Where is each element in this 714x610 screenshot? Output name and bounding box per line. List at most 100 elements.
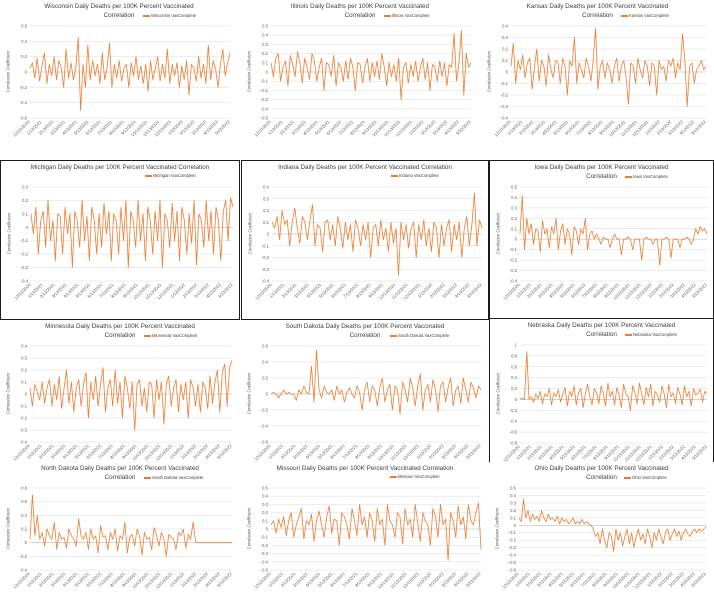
y-tick-label: 0.1: [502, 58, 508, 63]
y-tick-label: 0.3: [22, 185, 28, 190]
series-line: [270, 502, 482, 561]
chart-panel: North Dakota Daily Deaths per 100K Perce…: [0, 462, 240, 610]
chart-title-line: Nebraska Daily Deaths per 100K Percent V…: [527, 322, 676, 329]
y-tick-label: 0.4: [21, 39, 27, 44]
chart-title-line: Correlation: [103, 12, 135, 19]
chart-title: Michigan Daily Deaths per 100K Percent V…: [1, 163, 239, 172]
y-tick-label: 0.1: [510, 515, 516, 520]
plot-svg: 0.40.30.20.10-0.1-0.2-0.3-0.412/13/20201…: [254, 185, 483, 301]
y-tick-label: 0.2: [21, 527, 27, 532]
chart-panel: Ohio Daily Deaths per 100K Percent Vacci…: [489, 462, 714, 610]
y-tick-label: -0.1: [509, 530, 517, 535]
legend-label: Minnesota VaxComplete: [152, 333, 198, 338]
y-tick-label: -0.4: [20, 568, 28, 573]
y-tick-label: -0.3: [510, 268, 518, 273]
y-tick-label: -0.4: [510, 279, 518, 284]
series-line: [270, 349, 482, 415]
chart-title-line: Missouri Daily Deaths per 100K Percent V…: [276, 465, 454, 472]
legend-swatch: [621, 15, 628, 17]
y-tick-label: -0.4: [501, 116, 509, 121]
legend-swatch: [144, 335, 151, 337]
series-line: [29, 494, 232, 557]
y-tick-label: 0.3: [510, 500, 516, 505]
chart-panel: Kansas Daily Deaths per 100K Percent Vac…: [481, 0, 714, 158]
y-tick-label: -0.1: [261, 535, 269, 540]
y-tick-label: -0.5: [261, 116, 269, 121]
series-line: [519, 351, 708, 411]
y-tick-label: 0.2: [21, 54, 27, 59]
chart-title: Iowa Daily Deaths per 100K Percent Vacci…: [490, 163, 713, 181]
chart-title-line: Indiana Daily Deaths per 100K Percent Va…: [278, 164, 452, 171]
y-tick-label: 0.8: [511, 353, 517, 358]
legend-label: Wisconsin VaxComplete: [151, 13, 197, 18]
y-tick-label: 0.2: [510, 508, 516, 513]
chart-title-line: Correlation: [586, 474, 617, 481]
legend-label: Kansas VaxComplete: [629, 13, 669, 18]
y-tick-label: 0.6: [262, 344, 268, 349]
y-tick-label: 0: [267, 232, 270, 237]
plot-svg: 0.60.40.20-0.2-0.4-0.612/13/20201/13/202…: [253, 344, 482, 462]
legend-swatch: [384, 15, 391, 17]
y-tick-label: -0.6: [20, 116, 28, 121]
series-line: [271, 192, 483, 276]
chart-title: Missouri Daily Deaths per 100K Percent V…: [241, 464, 489, 473]
series-line: [29, 37, 231, 111]
y-tick-label: 0.2: [22, 198, 28, 203]
chart-title: Indiana Daily Deaths per 100K Percent Va…: [242, 163, 488, 172]
y-tick-label: 0.3: [21, 356, 27, 361]
y-tick-label: 0: [26, 225, 29, 230]
chart-title: South Dakota Daily Deaths per 100K Perce…: [241, 322, 489, 340]
y-tick-label: -0.5: [261, 568, 269, 573]
y-tick-label: 0: [266, 70, 269, 75]
y-tick-label: 0.4: [263, 185, 269, 190]
plot-svg: 0.80.60.40.20-0.2-0.412/13/20201/13/2021…: [12, 486, 233, 590]
y-tick-label: -0.1: [501, 81, 509, 86]
y-tick-label: 0.4: [502, 24, 508, 29]
plot-svg: 0.50.40.30.20.10-0.1-0.2-0.3-0.4-0.512/1…: [253, 486, 482, 590]
legend: South Dakota VaxComplete: [144, 475, 203, 480]
legend: Minnesota VaxComplete: [144, 333, 197, 338]
legend: Michigan VaxComplete: [145, 173, 196, 178]
series-line: [29, 360, 233, 431]
series-line: [270, 30, 472, 100]
y-tick-label: 0.8: [21, 486, 27, 491]
y-tick-label: 0.4: [262, 494, 268, 499]
legend: Nebraska VaxComplete: [625, 332, 677, 337]
plot-svg: 10.80.60.40.20-0.2-0.4-0.6-0.812/13/2020…: [502, 343, 708, 463]
y-tick-label: 0.2: [262, 376, 268, 381]
y-tick-label: -0.2: [509, 538, 517, 543]
y-tick-label: 1: [515, 343, 518, 348]
y-tick-label: -0.5: [509, 560, 517, 565]
y-tick-label: 0.1: [263, 220, 269, 225]
y-tick-label: -0.2: [20, 416, 28, 421]
plot-svg: 0.40.30.20.10-0.1-0.2-0.3-0.412/13/20201…: [12, 344, 233, 462]
y-tick-label: 0.4: [21, 344, 27, 349]
plot-svg: 0.50.40.30.20.10-0.1-0.2-0.3-0.4-0.512/1…: [253, 24, 472, 138]
y-tick-label: 0.4: [511, 375, 517, 380]
chart-title-line: Kansas Daily Deaths per 100K Percent Vac…: [526, 3, 669, 10]
legend: Ohio VaxComplete: [624, 475, 667, 480]
y-tick-label: 0.2: [511, 386, 517, 391]
legend: South Dakota VaxComplete: [390, 333, 449, 338]
chart-panel: Indiana Daily Deaths per 100K Percent Va…: [241, 160, 489, 320]
plot-svg: 0.40.30.20.10-0.1-0.2-0.3-0.412/13/20201…: [493, 24, 707, 138]
y-tick-label: -0.4: [509, 553, 517, 558]
chart-panel: Michigan Daily Deaths per 100K Percent V…: [0, 160, 240, 320]
legend-swatch: [390, 335, 397, 337]
chart-title: Ohio Daily Deaths per 100K Percent Vacci…: [489, 464, 714, 482]
y-tick-label: -0.4: [262, 279, 270, 284]
y-tick-label: -0.3: [261, 551, 269, 556]
legend-swatch: [144, 477, 151, 479]
y-tick-label: -0.2: [510, 408, 518, 413]
chart-title-line: Michigan Daily Deaths per 100K Percent V…: [30, 164, 210, 171]
y-tick-label: 0: [514, 523, 517, 528]
y-tick-label: -0.4: [20, 440, 28, 445]
legend-swatch: [625, 176, 632, 178]
y-tick-label: 0.5: [510, 486, 516, 491]
chart-panel: Minnesota Daily Deaths per 100K Percent …: [0, 320, 240, 482]
y-tick-label: -0.4: [261, 559, 269, 564]
y-tick-label: 0.2: [502, 47, 508, 52]
y-tick-label: -0.1: [20, 404, 28, 409]
y-tick-label: -0.3: [501, 104, 509, 109]
chart-title-line: South Dakota Daily Deaths per 100K Perce…: [285, 323, 445, 330]
